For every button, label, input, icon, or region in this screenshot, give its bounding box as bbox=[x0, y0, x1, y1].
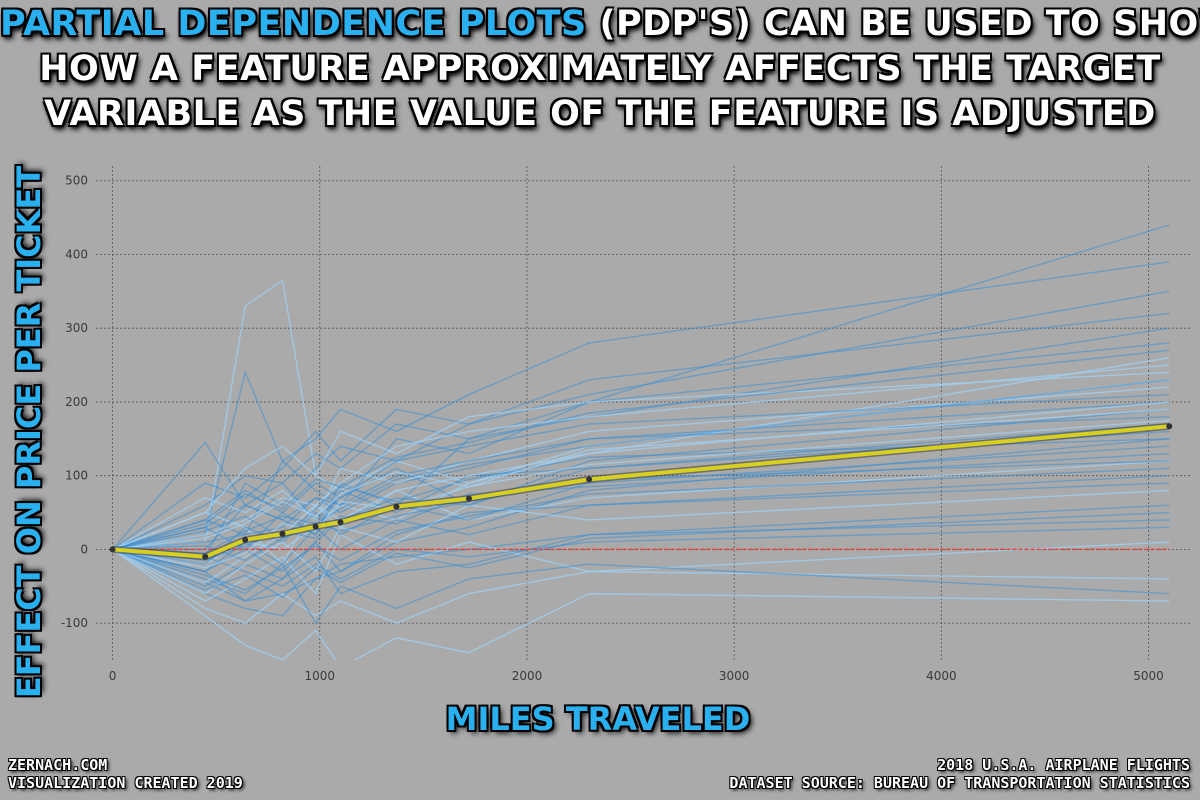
x-tick-label: 1000 bbox=[304, 669, 335, 683]
pdp-point bbox=[279, 530, 286, 537]
x-tick-label: 4000 bbox=[926, 669, 957, 683]
ice-line bbox=[112, 364, 1170, 551]
x-tick-label: 0 bbox=[109, 669, 117, 683]
title-line2: HOW A FEATURE APPROXIMATELY AFFECTS THE … bbox=[39, 49, 1161, 89]
pdp-point bbox=[465, 495, 472, 502]
axis-ticks: 0 1000 2000 3000 4000 5000 -100 0 100 200 300 400 50… bbox=[61, 174, 1164, 683]
pdp-average-line bbox=[109, 422, 1173, 561]
pdp-point bbox=[1166, 423, 1173, 430]
ice-line bbox=[112, 261, 1170, 551]
footer-source-line: DATASET SOURCE: BUREAU OF TRANSPORTATION… bbox=[729, 774, 1190, 792]
y-tick-label: 500 bbox=[65, 174, 88, 188]
ice-line bbox=[112, 533, 1170, 602]
ice-line bbox=[112, 408, 1170, 550]
title-highlight: PARTIAL DEPENDENCE PLOTS bbox=[0, 4, 587, 44]
ice-line bbox=[112, 511, 1170, 599]
footer-source: 2018 U.S.A. AIRPLANE FLIGHTS DATASET SOU… bbox=[729, 756, 1190, 792]
ice-line bbox=[112, 474, 1170, 573]
x-tick-label: 5000 bbox=[1133, 669, 1164, 683]
ice-line bbox=[112, 371, 1170, 551]
ice-line bbox=[112, 349, 1170, 551]
pdp-point bbox=[337, 519, 344, 526]
pdp-point bbox=[242, 536, 249, 543]
pdp-point bbox=[202, 553, 209, 560]
x-tick-label: 3000 bbox=[719, 669, 750, 683]
ice-line bbox=[112, 541, 1170, 624]
ice-line bbox=[112, 401, 1170, 584]
ice-line bbox=[112, 393, 1170, 551]
footer-website: ZERNACH.COM bbox=[8, 756, 108, 774]
title-line3: VARIABLE AS THE VALUE OF THE FEATURE IS … bbox=[44, 94, 1156, 134]
y-axis-label: EFFECT ON PRICE PER TICKET bbox=[10, 165, 48, 699]
y-tick-label: 200 bbox=[65, 395, 88, 409]
y-tick-label: -100 bbox=[61, 616, 88, 630]
footer-credits: ZERNACH.COM VISUALIZATION CREATED 2019 bbox=[8, 756, 243, 792]
ice-line bbox=[112, 482, 1170, 588]
ice-line bbox=[112, 419, 1170, 569]
y-tick-label: 100 bbox=[65, 469, 88, 483]
title-line1-rest: (PDP'S) CAN BE USED TO SHOW bbox=[586, 4, 1200, 44]
pdp-line bbox=[112, 424, 1170, 559]
x-tick-label: 2000 bbox=[512, 669, 543, 683]
y-tick-label: 0 bbox=[80, 542, 88, 556]
y-tick-label: 400 bbox=[65, 247, 88, 261]
ice-line bbox=[112, 408, 1170, 551]
pdp-point bbox=[312, 523, 319, 530]
footer-dataset: 2018 U.S.A. AIRPLANE FLIGHTS bbox=[937, 756, 1190, 774]
pdp-point bbox=[393, 503, 400, 510]
ice-line bbox=[112, 489, 1170, 595]
footer-created: VISUALIZATION CREATED 2019 bbox=[8, 774, 243, 792]
y-tick-label: 300 bbox=[65, 321, 88, 335]
ice-line bbox=[112, 548, 1170, 660]
pdp-point bbox=[109, 546, 116, 553]
ice-lines bbox=[112, 224, 1170, 660]
x-axis-label: MILES TRAVELED bbox=[445, 700, 751, 738]
chart-title: PARTIAL DEPENDENCE PLOTS (PDP'S) CAN BE … bbox=[0, 2, 1200, 137]
pdp-point bbox=[586, 476, 593, 483]
